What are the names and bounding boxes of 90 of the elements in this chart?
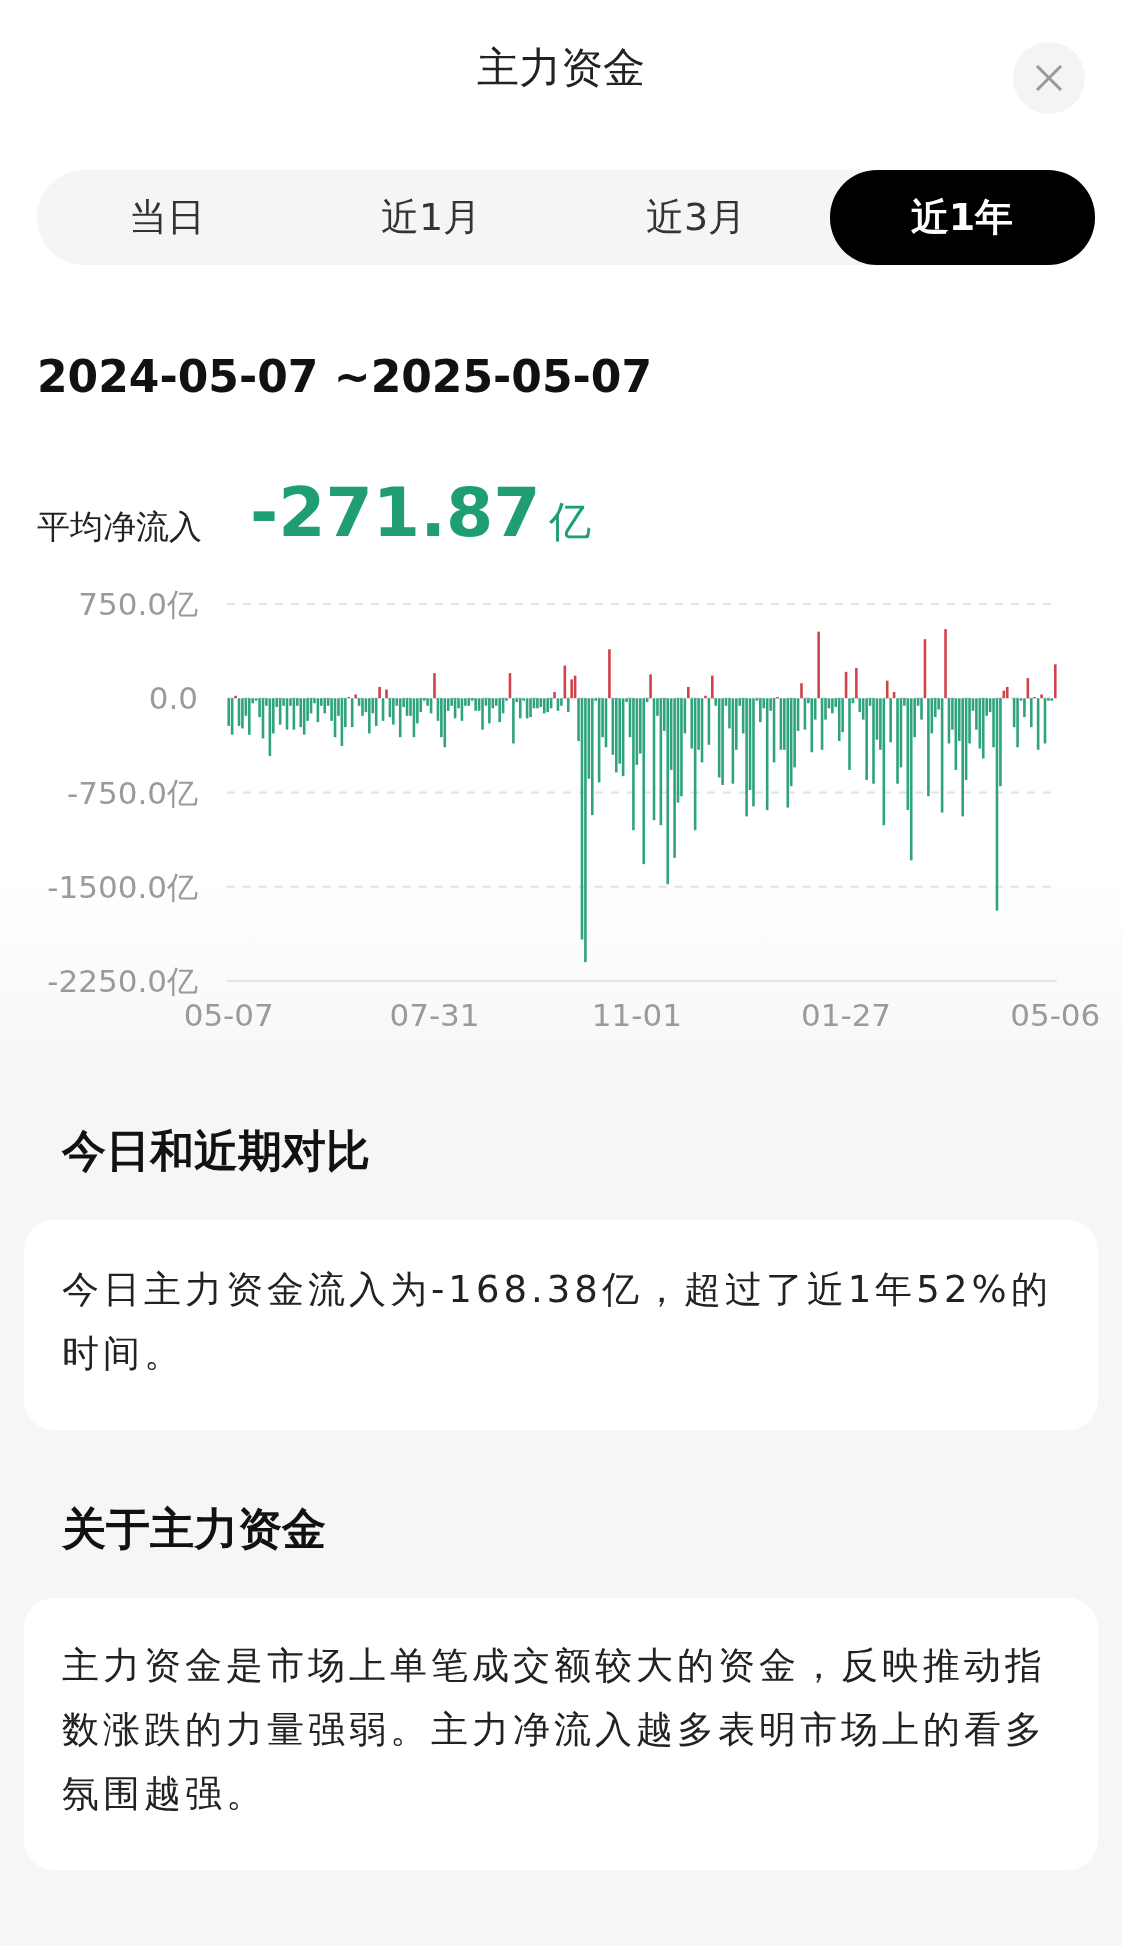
bar: [553, 691, 556, 699]
bar: [590, 698, 594, 816]
bar: [786, 698, 790, 808]
bar: [481, 698, 484, 730]
bar: [944, 629, 947, 699]
bar: [920, 698, 923, 720]
bar: [614, 698, 618, 773]
bar: [247, 698, 251, 735]
bar: [810, 698, 814, 753]
bar: [529, 698, 532, 718]
text: 亿: [547, 497, 591, 546]
bar: [1053, 664, 1057, 699]
text: 关于主力资金: [62, 1502, 326, 1556]
bar: [817, 631, 820, 699]
text: 主力资金是市场上单笔成交额较大的资金，反映推动指数涨跌的力量强弱。主力净流入越多表明市场上的看多氛围越强。: [62, 1643, 1047, 1817]
bar: [361, 698, 364, 716]
bar: [848, 698, 851, 770]
bar: [885, 680, 889, 699]
bar: [1040, 694, 1043, 699]
bar: [570, 679, 573, 699]
bar: [961, 698, 964, 817]
bar: [518, 698, 522, 719]
bar: [896, 698, 899, 784]
bar: [855, 668, 858, 699]
bar: [1005, 686, 1009, 699]
y-tick-label: -750.0亿: [67, 774, 198, 811]
bar: [759, 698, 762, 723]
bar: [1023, 698, 1026, 718]
bar: [467, 698, 471, 706]
text: 2024-05-07 ~2025-05-07: [37, 351, 653, 402]
bar: [745, 698, 748, 817]
x-tick-label: 05-06: [1010, 997, 1101, 1033]
bar: [498, 698, 501, 723]
bar: [752, 698, 755, 807]
bar: [1016, 698, 1019, 748]
bar: [927, 698, 930, 797]
bar: [666, 698, 670, 885]
bar: [711, 675, 714, 699]
y-tick-label: -1500.0亿: [47, 868, 198, 905]
text: 近1月: [380, 195, 482, 239]
bar: [512, 698, 515, 744]
bar: [443, 698, 447, 748]
text: 平均净流入: [37, 507, 202, 546]
chart-title: 主力资金: [477, 43, 645, 92]
text: 今日主力资金流入为-168.38亿，超过了近1年52%的时间。: [62, 1267, 1052, 1377]
y-tick-label: 750.0亿: [78, 586, 198, 622]
bar: [536, 698, 539, 709]
bar: [608, 649, 611, 699]
x-tick-label: 07-31: [389, 997, 480, 1033]
bar: [837, 698, 841, 741]
x-tick-label: 11-01: [591, 997, 682, 1033]
bar: [687, 686, 690, 699]
text: 当日: [129, 195, 205, 239]
bar: [566, 698, 570, 713]
bar: [882, 698, 886, 826]
x-tick-label: 01-27: [801, 997, 892, 1033]
text: 今日和近期对比: [62, 1124, 370, 1178]
bar: [872, 698, 875, 784]
y-tick-label: 0.0: [148, 680, 198, 717]
bar: [865, 698, 868, 780]
bar: [385, 689, 388, 699]
bar: [241, 698, 244, 729]
bar: [909, 698, 913, 861]
bar: [1029, 698, 1033, 728]
bar: [546, 698, 549, 713]
bar: [981, 698, 985, 759]
bar: [800, 683, 803, 699]
bar: [542, 698, 546, 714]
text: -271.87: [250, 473, 541, 552]
bar: [831, 698, 834, 714]
x-tick-label: 05-07: [183, 997, 274, 1033]
bar: [632, 698, 635, 831]
bar: [433, 673, 436, 699]
bar: [398, 698, 402, 738]
bar: [649, 674, 652, 699]
y-tick-label: -2250.0亿: [47, 963, 198, 999]
bar: [721, 698, 724, 785]
bar: [673, 698, 676, 858]
bar: [378, 686, 381, 699]
bar: [368, 698, 371, 734]
bar: [392, 698, 395, 725]
bar: [642, 698, 646, 865]
bar: [354, 694, 357, 699]
bar: [474, 698, 477, 711]
text: 近1年: [910, 195, 1014, 239]
bar: [584, 698, 587, 963]
text: 近3月: [645, 195, 747, 239]
bar: [488, 698, 491, 724]
bar: [323, 698, 327, 714]
bar: [889, 698, 892, 743]
